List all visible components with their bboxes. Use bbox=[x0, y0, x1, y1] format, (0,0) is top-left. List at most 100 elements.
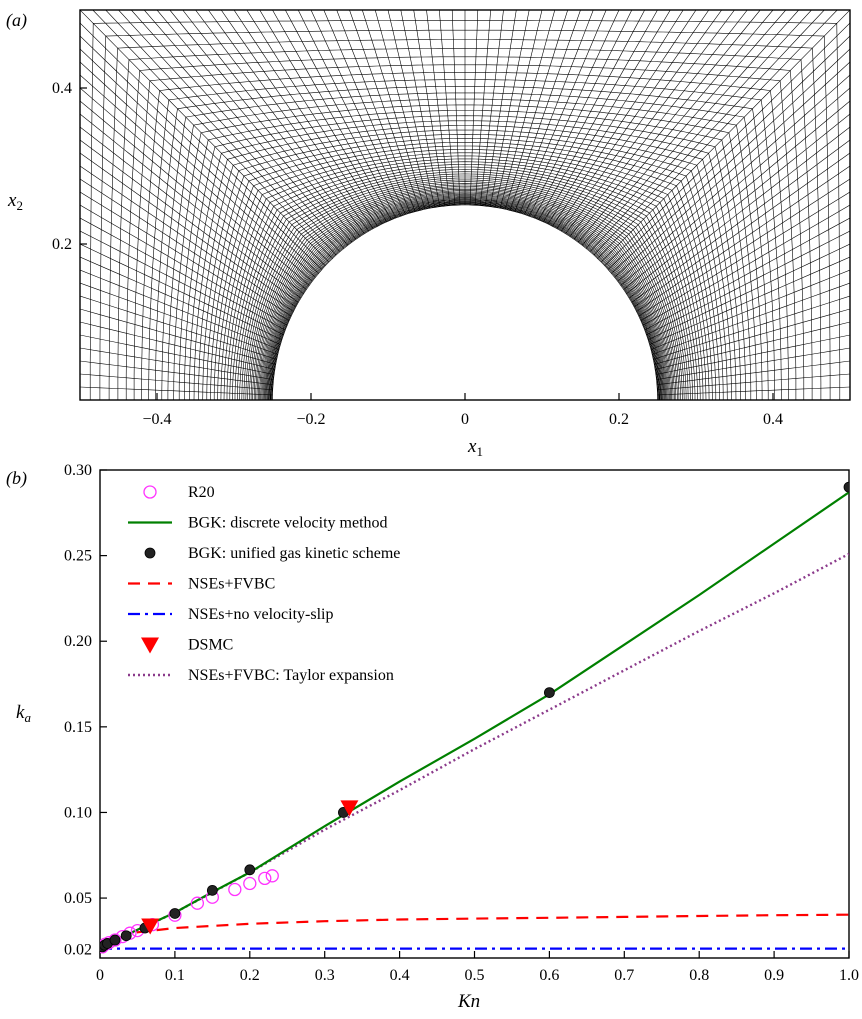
mesh-radial-line bbox=[585, 10, 799, 249]
panel-a-x-tick-label: 0 bbox=[461, 411, 469, 428]
mesh-circumferential-line bbox=[255, 187, 675, 400]
legend-label-5: DSMC bbox=[188, 637, 233, 654]
mesh-circumferential-line bbox=[213, 145, 717, 400]
mesh-circumferential-line bbox=[247, 179, 683, 400]
mesh-circumferential-line bbox=[125, 56, 805, 400]
mesh-circumferential-line bbox=[259, 191, 671, 400]
panel-b-xlabel: Kn bbox=[457, 991, 480, 1012]
panel-b-frame bbox=[99, 469, 850, 959]
mesh-radial-line bbox=[620, 87, 850, 286]
mesh-circumferential-line bbox=[252, 184, 678, 400]
mesh-circumferential-line bbox=[108, 39, 822, 400]
mesh-circumferential-line bbox=[239, 171, 691, 400]
mesh-grid bbox=[80, 10, 850, 400]
panel-a-xlabel: x1 bbox=[467, 436, 483, 459]
mesh-circumferential-line bbox=[141, 72, 789, 400]
series-3-line bbox=[100, 913, 849, 949]
mesh-circumferential-line bbox=[173, 104, 757, 400]
mesh-radial-line bbox=[640, 191, 850, 321]
mesh-circumferential-line bbox=[262, 194, 668, 400]
series-2-point bbox=[109, 934, 121, 946]
mesh-circumferential-line bbox=[267, 200, 663, 400]
series-0-point bbox=[265, 869, 279, 883]
mesh-circumferential-line bbox=[234, 166, 696, 400]
mesh-circumferential-line bbox=[271, 203, 659, 400]
panel-b-y-tick-label: 0.30 bbox=[64, 462, 92, 479]
panel-b-x-tick-label: 0.3 bbox=[315, 967, 335, 984]
mesh-circumferential-line bbox=[99, 29, 831, 400]
series-0-point bbox=[228, 882, 242, 897]
series-2-point bbox=[120, 930, 132, 942]
mesh-circumferential-line bbox=[263, 195, 667, 400]
mesh-circumferential-line bbox=[223, 155, 707, 400]
legend: R20 BGK: discrete velocity method BGK: uni… bbox=[128, 484, 400, 684]
panel-b-x-tick-label: 0.9 bbox=[764, 967, 784, 984]
mesh-radial-line bbox=[131, 10, 345, 249]
series-2-point bbox=[206, 884, 218, 896]
panel-b-y-tick-label: 0.05 bbox=[64, 890, 92, 907]
panel-b-x-tick-label: 0.2 bbox=[240, 967, 260, 984]
mesh-circumferential-line bbox=[229, 161, 701, 400]
mesh-radial-line bbox=[169, 10, 357, 240]
mesh-circumferential-line bbox=[268, 201, 662, 400]
mesh-circumferential-line bbox=[220, 152, 710, 400]
legend-marker-2 bbox=[144, 547, 156, 559]
mesh-circumferential-line bbox=[272, 204, 658, 400]
legend-label-6: NSEs+FVBC: Taylor expansion bbox=[188, 667, 394, 684]
mesh-circumferential-line bbox=[241, 173, 689, 400]
legend-label-1: BGK: discrete velocity method bbox=[188, 515, 388, 532]
series-0-point bbox=[258, 871, 272, 886]
panel-a-y-tick-label: 0.2 bbox=[52, 236, 72, 253]
mesh-circumferential-line bbox=[178, 110, 752, 400]
mesh-circumferential-line bbox=[271, 204, 659, 400]
mesh-circumferential-line bbox=[155, 86, 775, 400]
series-2-point bbox=[843, 481, 849, 493]
series-0-point bbox=[190, 896, 205, 910]
panel-b-x-tick-label: 0.5 bbox=[465, 967, 485, 984]
panel-b-ylabel: ka bbox=[16, 702, 31, 725]
mesh-circumferential-line bbox=[237, 169, 693, 400]
mesh-circumferential-line bbox=[167, 98, 763, 400]
panel-a-x-tick-label: 0.4 bbox=[763, 411, 783, 428]
panel-b-x-tick-label: 0.6 bbox=[539, 967, 559, 984]
series-5-point bbox=[141, 918, 160, 935]
mesh-circumferential-line bbox=[198, 129, 732, 400]
panel-a-label: (a) bbox=[6, 10, 27, 31]
mesh-circumferential-line bbox=[256, 189, 674, 400]
mesh-radial-line bbox=[118, 10, 341, 252]
mesh-circumferential-line bbox=[193, 125, 737, 400]
panel-a-y-ticks: 0.2 0.4 bbox=[52, 80, 87, 253]
mesh-circumferential-line bbox=[202, 133, 728, 400]
panel-b-y-tick-label: 0.25 bbox=[64, 548, 92, 565]
mesh-circumferential-line bbox=[148, 79, 782, 400]
panel-b-y-tick-label: 0.15 bbox=[64, 719, 92, 736]
mesh-circumferential-line bbox=[245, 177, 685, 400]
series-2-point bbox=[544, 687, 555, 698]
mesh-circumferential-line bbox=[261, 193, 669, 400]
panel-b-x-tick-label: 0.4 bbox=[390, 967, 410, 984]
panel-a-y-tick-label: 0.4 bbox=[52, 80, 72, 97]
mesh-circumferential-line bbox=[217, 149, 713, 400]
panel-b-y-ticks: 0.02 0.05 0.10 0.15 0.20 0.25 0.30 bbox=[64, 462, 107, 958]
mesh-circumferential-line bbox=[226, 158, 704, 400]
mesh-circumferential-line bbox=[253, 186, 677, 400]
legend-label-3: NSEs+FVBC bbox=[188, 576, 275, 593]
mesh-radial-line bbox=[611, 48, 850, 274]
mesh-circumferential-line bbox=[117, 48, 813, 400]
series-2-point bbox=[244, 864, 256, 876]
panel-a-x-tick-label: 0.2 bbox=[609, 411, 629, 428]
panel-b-x-tick-label: 0.1 bbox=[165, 967, 185, 984]
mesh-radial-line bbox=[569, 10, 748, 237]
legend-marker-0 bbox=[143, 485, 157, 499]
legend-marker-5 bbox=[141, 637, 159, 654]
legend-label-2: BGK: unified gas kinetic scheme bbox=[188, 545, 400, 562]
panel-a-ylabel: x2 bbox=[7, 190, 23, 213]
panel-b-x-tick-label: 0.7 bbox=[614, 967, 634, 984]
panel-b-x-tick-label: 1.0 bbox=[839, 967, 859, 984]
mesh-circumferential-line bbox=[249, 181, 681, 400]
legend-label-0: R20 bbox=[188, 484, 215, 501]
mesh-circumferential-line bbox=[250, 182, 680, 400]
panel-b-y-tick-label: 0.20 bbox=[64, 633, 92, 650]
mesh-circumferential-line bbox=[133, 64, 797, 400]
